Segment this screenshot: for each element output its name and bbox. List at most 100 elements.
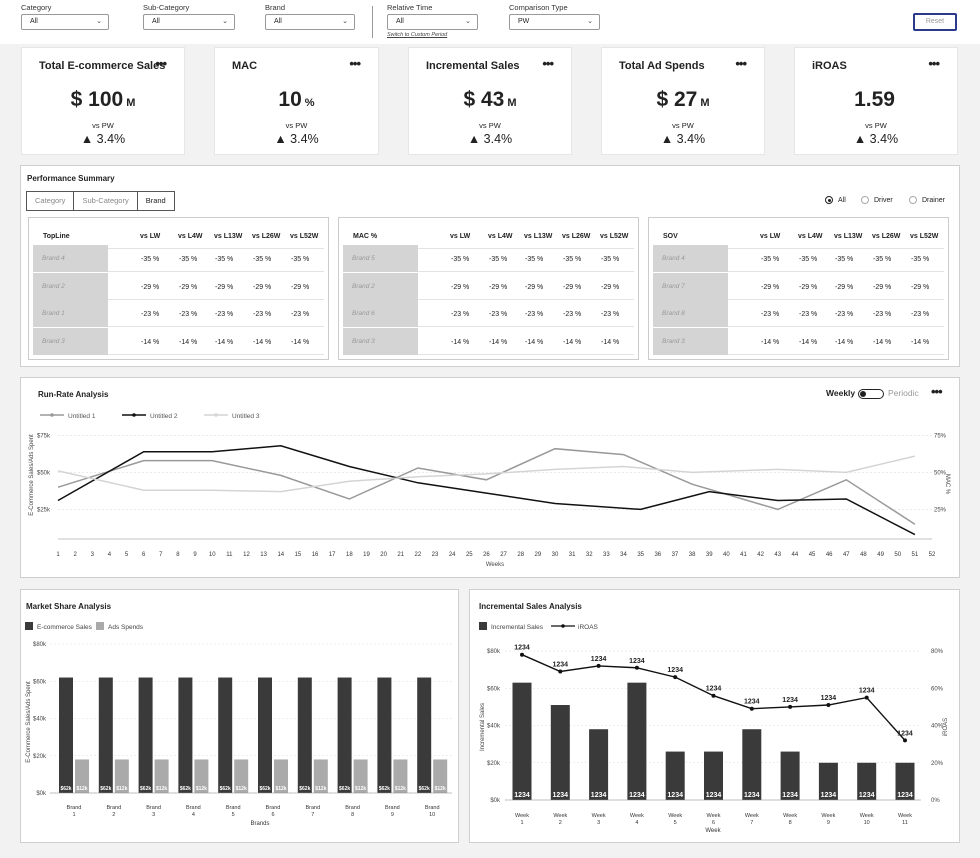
bar-incremental-sales [665, 751, 685, 800]
incremental-sales-chart: Incremental Sales iROAS $0k 0% $20k 20% $40k 40… [479, 622, 949, 834]
kpi-title: MAC [232, 60, 258, 72]
table-header-cell: vs LW [760, 233, 781, 240]
value-cell: -35 % [911, 256, 930, 263]
chevron-down-icon: ⌄ [465, 18, 471, 25]
value-cell: -23 % [873, 311, 892, 318]
tab-category[interactable]: Category [27, 192, 75, 210]
x-tick-label: Brand [425, 805, 440, 811]
tab-brand[interactable]: Brand [137, 192, 174, 210]
x-axis-label: Weeks [486, 562, 504, 568]
value-cell: -35 % [873, 256, 892, 263]
table-row[interactable]: Brand 3 -14 % -14 % -14 % -14 % -14 % [343, 327, 634, 355]
y-tick-label: $80k [487, 649, 501, 655]
sub-category-select[interactable]: All ⌄ [143, 14, 235, 30]
value-cell: -23 % [451, 311, 470, 318]
brand-select[interactable]: All ⌄ [265, 14, 355, 30]
bar-data-label: $12k [275, 786, 286, 792]
kpi-delta: ▲ 3.4% [215, 132, 378, 146]
category-select[interactable]: All ⌄ [21, 14, 109, 30]
x-tick-label: 41 [740, 552, 747, 558]
y2-tick-label: 50% [934, 470, 947, 476]
reset-button[interactable]: Reset [913, 13, 957, 31]
value-cell: -35 % [601, 256, 620, 263]
tab-sub-category[interactable]: Sub-Category [74, 192, 138, 210]
table-row[interactable]: Brand 3 -14 % -14 % -14 % -14 % -14 % [653, 327, 944, 355]
bar-data-label: $62k [379, 786, 390, 792]
kpi-card-mac: MAC ••• 10% vs PW ▲ 3.4% [214, 47, 379, 155]
value-cell: -35 % [451, 256, 470, 263]
kpi-delta-value: 3.4% [483, 132, 513, 146]
value-cell: -14 % [525, 338, 544, 346]
legend-swatch [479, 622, 487, 630]
more-dots-icon[interactable]: ••• [931, 384, 943, 399]
performance-table: MAC % vs LW vs L4W vs L13W vs L26W vs L52W Bra… [338, 217, 639, 360]
bar-data-label: $12k [116, 786, 127, 792]
kpi-unit: M [507, 97, 517, 109]
bar-data-label: 1234 [553, 792, 569, 799]
bar-ads-spends [274, 759, 288, 793]
bar-data-label: $62k [140, 786, 151, 792]
table-row[interactable]: Brand 7 -29 % -29 % -29 % -29 % -29 % [653, 272, 944, 300]
x-tick-label: 52 [929, 552, 936, 558]
legend-marker [132, 413, 136, 417]
radio-drainer[interactable]: Drainer [909, 196, 945, 204]
relative-time-select[interactable]: All ⌄ [387, 14, 478, 30]
table-row[interactable]: Brand 4 -35 % -35 % -35 % -35 % -35 % [653, 245, 944, 272]
x-tick-label: 24 [449, 552, 456, 558]
y2-tick-label: 80% [931, 649, 944, 655]
value-cell: -23 % [601, 311, 620, 318]
table-header-cell: vs LW [450, 233, 471, 240]
brand-value: All [274, 18, 282, 25]
x-tick-label: 10 [429, 812, 435, 818]
table-row[interactable]: Brand 6 -23 % -23 % -23 % -23 % -23 % [343, 300, 634, 327]
bar-data-label: 1234 [514, 792, 530, 799]
table-row[interactable]: Brand 2 -29 % -29 % -29 % -29 % -29 % [343, 272, 634, 300]
more-dots-icon[interactable]: ••• [542, 56, 554, 71]
kpi-value-number: 10 [278, 88, 302, 111]
comparison-type-label: Comparison Type [509, 3, 568, 12]
bar-incremental-sales [627, 682, 647, 800]
more-dots-icon[interactable]: ••• [735, 56, 747, 71]
y-tick-label: $60k [33, 679, 47, 685]
table-row[interactable]: Brand 8 -23 % -23 % -23 % -23 % -23 % [653, 300, 944, 327]
kpi-delta: ▲ 3.4% [409, 132, 571, 146]
brand-cell: Brand 3 [343, 327, 418, 355]
radio-driver[interactable]: Driver [861, 196, 893, 204]
comparison-type-value: PW [518, 18, 530, 25]
table-row[interactable]: Brand 4 -35 % -35 % -35 % -35 % -35 % [33, 245, 324, 272]
x-tick-label: 22 [415, 552, 422, 558]
x-tick-label: 2 [73, 552, 77, 558]
bar-incremental-sales [742, 729, 762, 800]
iroas-point [596, 663, 601, 668]
table-row[interactable]: Brand 1 -23 % -23 % -23 % -23 % -23 % [33, 300, 324, 327]
bar-ads-spends [433, 759, 448, 793]
radio-label: Drainer [922, 196, 945, 204]
y-tick-label: $20k [487, 761, 501, 767]
radio-all[interactable]: All [825, 196, 846, 204]
kpi-delta: ▲ 3.4% [795, 132, 957, 146]
kpi-unit: M [700, 97, 710, 109]
chevron-down-icon: ⌄ [222, 18, 228, 25]
kpi-value: $ 43 M [409, 88, 571, 112]
more-dots-icon[interactable]: ••• [928, 56, 940, 71]
x-tick-label: 19 [363, 552, 370, 558]
value-cell: -29 % [525, 283, 544, 291]
more-dots-icon[interactable]: ••• [155, 56, 167, 71]
x-tick-label: 36 [654, 552, 661, 558]
table-row[interactable]: Brand 2 -29 % -29 % -29 % -29 % -29 % [33, 272, 324, 300]
more-dots-icon[interactable]: ••• [349, 56, 361, 71]
x-tick-label: Week [553, 813, 567, 819]
x-tick-label: Brand [146, 805, 161, 811]
value-cell: -23 % [291, 311, 310, 318]
bar-ads-spends [194, 759, 209, 793]
table-row[interactable]: Brand 3 -14 % -14 % -14 % -14 % -14 % [33, 327, 324, 355]
x-tick-label: 27 [500, 552, 507, 558]
switch-custom-period-link[interactable]: Switch to Custom Period [387, 32, 448, 38]
x-tick-label: 3 [152, 812, 155, 818]
table-row[interactable]: Brand 5 -35 % -35 % -35 % -35 % -35 % [343, 245, 634, 272]
value-cell: -29 % [291, 283, 310, 291]
x-tick-label: 2 [559, 820, 562, 826]
weekly-periodic-toggle[interactable] [858, 389, 884, 399]
comparison-type-select[interactable]: PW ⌄ [509, 14, 600, 30]
brand-cell: Brand 3 [653, 327, 728, 355]
